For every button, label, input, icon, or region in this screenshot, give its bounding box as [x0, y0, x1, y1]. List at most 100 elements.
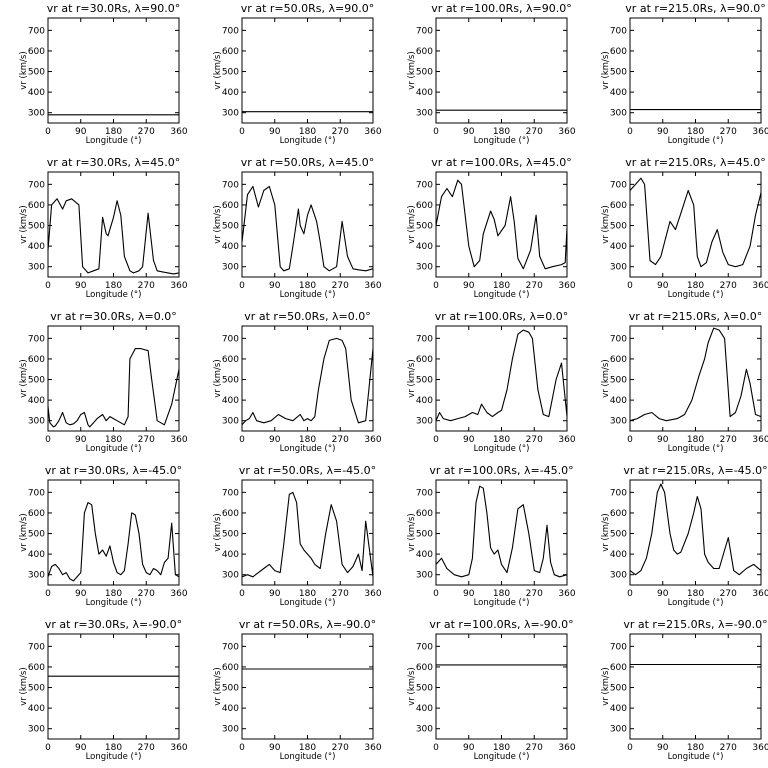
x-tick-label: 360 — [558, 127, 575, 137]
panel-title: vr at r=100.0Rs, λ=90.0° — [431, 2, 571, 15]
y-tick-label: 300 — [416, 571, 433, 581]
x-tick-label: 180 — [493, 281, 510, 291]
y-tick-label: 400 — [28, 704, 45, 714]
x-axis-label: Longitude (°) — [280, 598, 336, 608]
y-tick-label: 700 — [28, 26, 45, 36]
x-tick-label: 360 — [170, 127, 187, 137]
y-axis-label: vr (km/s) — [19, 51, 29, 89]
x-axis-label: Longitude (°) — [474, 444, 530, 454]
x-tick-label: 360 — [364, 435, 381, 445]
y-tick-label: 300 — [28, 109, 45, 119]
series-line — [435, 329, 568, 422]
y-axis-label: vr (km/s) — [601, 667, 611, 705]
plot-frame — [629, 325, 762, 432]
x-tick-label: 90 — [463, 435, 475, 445]
series-line — [47, 198, 180, 275]
y-tick-label: 500 — [610, 68, 627, 78]
panel-1: vr at r=50.0Rs, λ=90.0° 0 90 180 270 360 300 40… — [213, 2, 382, 146]
y-tick-label: 600 — [416, 663, 433, 673]
plot-frame — [435, 633, 568, 740]
x-tick-label: 270 — [720, 281, 737, 291]
x-tick-label: 180 — [493, 127, 510, 137]
y-tick-label: 600 — [222, 47, 239, 57]
x-tick-label: 270 — [138, 127, 155, 137]
plot-frame — [47, 325, 180, 432]
x-tick-label: 90 — [463, 281, 475, 291]
y-tick-label: 600 — [28, 509, 45, 519]
plot-frame — [241, 479, 374, 586]
y-tick-label: 700 — [222, 26, 239, 36]
x-tick-label: 270 — [332, 743, 349, 753]
y-tick-label: 300 — [222, 571, 239, 581]
panel-title: vr at r=215.0Rs, λ=45.0° — [625, 156, 765, 169]
y-axis-label: vr (km/s) — [213, 513, 223, 551]
y-tick-label: 500 — [610, 530, 627, 540]
x-tick-label: 270 — [720, 743, 737, 753]
y-tick-label: 300 — [416, 725, 433, 735]
x-tick-label: 360 — [752, 743, 768, 753]
x-tick-label: 270 — [138, 589, 155, 599]
x-tick-label: 90 — [269, 281, 281, 291]
y-tick-label: 300 — [222, 417, 239, 427]
y-tick-label: 700 — [28, 180, 45, 190]
y-tick-label: 500 — [222, 530, 239, 540]
x-tick-label: 180 — [105, 435, 122, 445]
x-tick-label: 360 — [752, 281, 768, 291]
panel-0: vr at r=30.0Rs, λ=90.0° 0 90 180 270 360 300 40… — [19, 2, 188, 146]
y-axis-label: vr (km/s) — [601, 51, 611, 89]
x-tick-label: 180 — [687, 281, 704, 291]
y-tick-label: 500 — [222, 68, 239, 78]
y-tick-label: 400 — [222, 704, 239, 714]
plot-frame — [47, 17, 180, 124]
series-line — [47, 348, 180, 428]
y-tick-label: 300 — [28, 263, 45, 273]
panel-8: vr at r=30.0Rs, λ=0.0° 0 90 180 270 360 300 400… — [19, 310, 188, 454]
series-line — [241, 185, 374, 272]
x-tick-label: 90 — [269, 435, 281, 445]
x-tick-label: 360 — [364, 281, 381, 291]
x-tick-label: 0 — [45, 743, 51, 753]
x-tick-label: 90 — [657, 589, 669, 599]
y-tick-label: 600 — [222, 201, 239, 211]
y-axis-label: vr (km/s) — [19, 513, 29, 551]
x-axis-label: Longitude (°) — [668, 136, 724, 146]
y-tick-label: 600 — [610, 663, 627, 673]
y-tick-label: 700 — [28, 642, 45, 652]
x-axis-label: Longitude (°) — [668, 444, 724, 454]
panel-title: vr at r=215.0Rs, λ=-45.0° — [623, 464, 767, 477]
panel-title: vr at r=30.0Rs, λ=0.0° — [50, 310, 176, 323]
x-tick-label: 270 — [720, 127, 737, 137]
y-tick-label: 500 — [416, 68, 433, 78]
y-axis-label: vr (km/s) — [407, 205, 417, 243]
panel-9: vr at r=50.0Rs, λ=0.0° 0 90 180 270 360 300 400… — [213, 310, 382, 454]
y-tick-label: 600 — [416, 355, 433, 365]
x-tick-label: 180 — [687, 127, 704, 137]
panel-17: vr at r=50.0Rs, λ=-90.0° 0 90 180 270 360 300 4… — [213, 618, 382, 762]
x-tick-label: 90 — [75, 743, 87, 753]
y-tick-label: 400 — [28, 242, 45, 252]
y-tick-label: 400 — [222, 550, 239, 560]
y-tick-label: 500 — [416, 222, 433, 232]
plot-frame — [241, 171, 374, 278]
y-tick-label: 400 — [610, 396, 627, 406]
y-tick-label: 400 — [222, 396, 239, 406]
y-tick-label: 700 — [222, 488, 239, 498]
plot-frame — [435, 17, 568, 124]
plot-frame — [435, 325, 568, 432]
y-tick-label: 600 — [28, 663, 45, 673]
x-axis-label: Longitude (°) — [474, 136, 530, 146]
x-axis-label: Longitude (°) — [668, 752, 724, 762]
x-tick-label: 180 — [493, 435, 510, 445]
plot-frame — [241, 17, 374, 124]
y-tick-label: 600 — [610, 201, 627, 211]
plot-frame — [629, 17, 762, 124]
y-axis-label: vr (km/s) — [213, 359, 223, 397]
x-tick-label: 360 — [170, 435, 187, 445]
panel-2: vr at r=100.0Rs, λ=90.0° 0 90 180 270 360 300 4… — [407, 2, 576, 146]
panel-title: vr at r=100.0Rs, λ=-45.0° — [429, 464, 573, 477]
x-tick-label: 180 — [299, 127, 316, 137]
x-tick-label: 360 — [752, 435, 768, 445]
x-tick-label: 0 — [433, 127, 439, 137]
panel-6: vr at r=100.0Rs, λ=45.0° 0 90 180 270 360 300 4… — [407, 156, 576, 300]
x-tick-label: 360 — [170, 589, 187, 599]
